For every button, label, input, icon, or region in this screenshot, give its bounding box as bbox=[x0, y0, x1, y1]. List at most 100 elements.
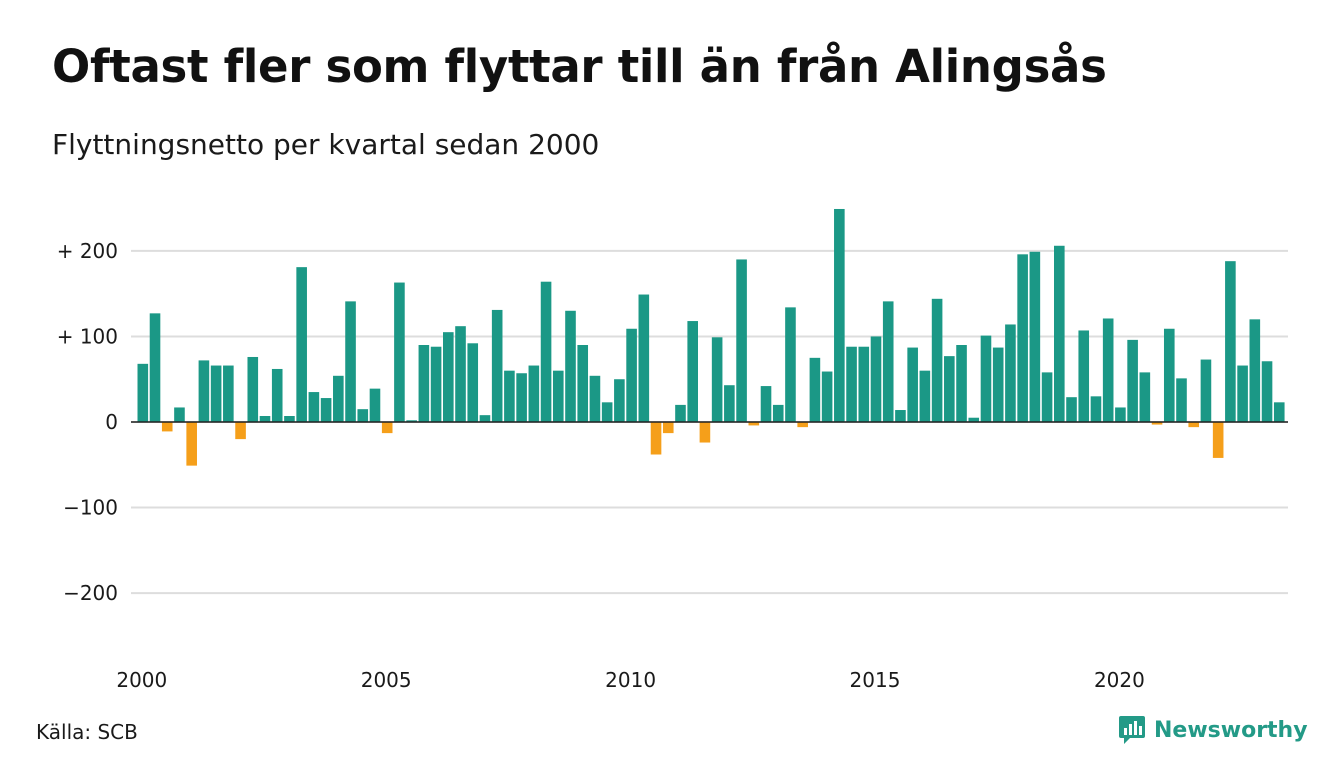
bar bbox=[161, 422, 173, 432]
bar bbox=[186, 422, 197, 466]
x-tick-label: 2010 bbox=[605, 668, 656, 692]
chart-title: Oftast fler som flyttar till än från Ali… bbox=[52, 40, 1107, 93]
bar bbox=[601, 402, 613, 422]
bar bbox=[711, 337, 723, 422]
bar bbox=[699, 422, 711, 443]
x-axis-ticks: 2000 2005 2010 2015 2020 bbox=[116, 668, 1145, 692]
bar bbox=[614, 379, 625, 422]
bar bbox=[1054, 245, 1065, 422]
bar bbox=[736, 259, 747, 422]
bar bbox=[724, 385, 735, 422]
bar bbox=[1005, 324, 1016, 422]
bar bbox=[1078, 330, 1090, 422]
bar bbox=[882, 301, 894, 422]
bar bbox=[1041, 372, 1053, 422]
bar bbox=[956, 345, 967, 422]
bar bbox=[1102, 318, 1114, 422]
bar bbox=[1066, 397, 1077, 422]
x-tick-label: 2000 bbox=[116, 668, 167, 692]
bar bbox=[259, 416, 271, 422]
bar bbox=[296, 267, 307, 422]
bar bbox=[455, 326, 466, 422]
bar bbox=[210, 365, 222, 422]
bar bbox=[1017, 254, 1028, 422]
bar bbox=[1188, 422, 1200, 428]
y-tick-label: −200 bbox=[63, 581, 118, 605]
bar bbox=[626, 328, 637, 422]
bar bbox=[1200, 359, 1212, 422]
bar bbox=[284, 416, 295, 422]
bar bbox=[418, 345, 430, 422]
bar bbox=[577, 345, 589, 422]
bar bbox=[1163, 328, 1175, 422]
y-axis-ticks: + 200 + 100 0 −100 −200 bbox=[57, 239, 118, 605]
bar bbox=[1176, 378, 1187, 422]
bar bbox=[846, 346, 857, 422]
bar bbox=[870, 336, 882, 422]
bar bbox=[381, 422, 393, 434]
bars bbox=[131, 208, 1288, 466]
bar bbox=[308, 392, 320, 422]
bar bbox=[785, 307, 796, 422]
bar bbox=[271, 368, 283, 422]
bar bbox=[968, 417, 980, 422]
y-tick-label: + 200 bbox=[57, 239, 118, 263]
bar bbox=[1225, 261, 1236, 422]
bar bbox=[333, 375, 344, 422]
bar bbox=[589, 375, 601, 422]
bar bbox=[919, 370, 931, 422]
y-tick-label: −100 bbox=[63, 496, 118, 520]
y-tick-label: 0 bbox=[105, 410, 118, 434]
bar bbox=[540, 281, 552, 422]
bar bbox=[357, 409, 369, 422]
bar bbox=[565, 310, 576, 422]
bar bbox=[687, 321, 698, 422]
bar bbox=[1151, 422, 1163, 425]
bar bbox=[1237, 365, 1248, 422]
x-tick-label: 2005 bbox=[361, 668, 412, 692]
bar bbox=[491, 309, 503, 422]
newsworthy-logo-icon bbox=[1119, 716, 1145, 744]
bar bbox=[809, 357, 821, 422]
bar bbox=[980, 335, 992, 422]
bar bbox=[1115, 407, 1126, 422]
y-tick-label: + 100 bbox=[57, 324, 118, 348]
x-tick-label: 2020 bbox=[1094, 668, 1145, 692]
bar bbox=[821, 371, 833, 422]
bar bbox=[467, 343, 479, 422]
bar bbox=[1273, 402, 1285, 422]
bar bbox=[1139, 372, 1151, 422]
bar bbox=[137, 363, 149, 422]
newsworthy-logo[interactable]: Newsworthy bbox=[1118, 712, 1308, 748]
bar bbox=[1029, 251, 1041, 422]
bar bbox=[797, 422, 808, 428]
bar bbox=[772, 404, 784, 422]
bar bbox=[504, 370, 515, 422]
bar bbox=[247, 356, 259, 422]
bar bbox=[149, 313, 161, 422]
bar bbox=[552, 370, 564, 422]
source-note: Källa: SCB bbox=[36, 720, 138, 744]
bar bbox=[198, 360, 210, 422]
bar bbox=[369, 388, 381, 422]
bar bbox=[895, 410, 906, 422]
bar bbox=[394, 282, 405, 422]
bar bbox=[650, 422, 662, 455]
bar bbox=[1249, 319, 1261, 422]
bar bbox=[345, 301, 356, 422]
bar bbox=[931, 298, 943, 422]
bar bbox=[858, 346, 870, 422]
bar bbox=[944, 356, 955, 422]
bar bbox=[992, 347, 1004, 422]
bar bbox=[907, 347, 918, 422]
bar bbox=[662, 422, 674, 434]
bar bbox=[675, 404, 686, 422]
chart-subtitle: Flyttningsnetto per kvartal sedan 2000 bbox=[52, 128, 600, 161]
bar bbox=[174, 407, 185, 422]
bar bbox=[516, 373, 527, 422]
bar bbox=[430, 346, 442, 422]
bar bbox=[1212, 422, 1224, 458]
bar bbox=[223, 365, 234, 422]
x-tick-label: 2015 bbox=[850, 668, 901, 692]
